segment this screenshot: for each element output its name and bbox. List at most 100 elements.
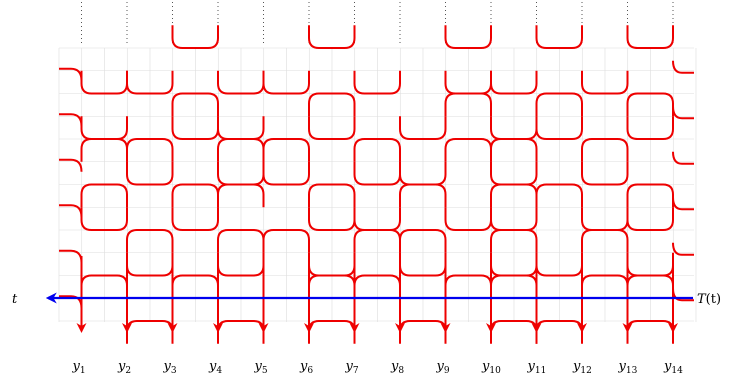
cap-curve [217,229,265,253]
cup-curve [80,116,128,140]
output-label-subscript: 8 [398,366,404,376]
output-label-subscript: 9 [444,366,450,376]
cup-curve [535,25,583,49]
output-label: y3 [163,359,177,376]
cap-curve [399,229,447,253]
cup-curve [308,25,356,49]
cup-curve [126,70,174,95]
cap-curve [126,229,174,253]
output-label-letter: y [208,359,217,374]
cup-curve [171,116,219,140]
cap-curve [581,138,629,162]
cup-curve [308,207,356,231]
cup-curve [217,161,265,186]
output-label: y10 [481,359,501,376]
output-label: y11 [527,359,547,376]
cap-curve [626,320,674,344]
cap-curve [126,138,174,162]
cap-curve [308,92,356,117]
cap-curve [308,320,356,344]
output-label-letter: y [72,359,81,374]
cap-curve [626,92,674,117]
output-label-subscript: 2 [125,366,131,376]
right-edge-hook [672,60,694,74]
cup-curve [353,70,401,95]
output-label: y9 [436,359,450,376]
cap-curve [171,183,219,208]
cup-curve [581,161,629,186]
cup-curve [171,25,219,49]
cup-curve [535,116,583,140]
cup-curve [626,207,674,231]
cup-curve [171,207,219,231]
cup-curve [444,70,492,95]
cap-curve [171,92,219,117]
output-label: y13 [618,359,638,376]
cup-curve [490,116,538,140]
cup-curve [581,207,629,231]
output-label-subscript: 4 [216,366,222,376]
output-label-subscript: 6 [307,366,313,376]
cup-curve [217,70,265,95]
cup-curve [80,207,128,231]
cup-curve [626,25,674,49]
output-label-letter: y [481,359,490,374]
cup-curve [262,161,310,186]
cap-curve [353,138,401,162]
cap-curve [490,320,538,344]
cup-curve [80,70,128,95]
output-label: y12 [572,359,592,376]
output-label: y2 [117,359,131,376]
output-label-letter: y [527,359,536,374]
cap-curve [535,320,583,344]
output-label-subscript: 7 [353,366,359,376]
transform-label-main: T [697,292,707,307]
output-label-subscript: 10 [489,366,501,376]
output-label: y4 [208,359,222,376]
cup-curve [353,207,401,231]
cup-curve [444,207,492,231]
output-label: y5 [254,359,268,376]
cup-curve [353,161,401,186]
left-edge-hook [59,158,83,172]
output-label-subscript: 3 [171,366,177,376]
cup-curve [399,116,447,140]
output-labels: y1 y2 y3 y4 y5 y6 y7 y8 y9 y10 y11 y12 y13 y14 [72,359,684,376]
cap-curve [535,92,583,117]
output-label-subscript: 12 [580,366,591,376]
output-label-letter: y [299,359,308,374]
right-edge-hook [672,151,694,165]
output-label-letter: y [163,359,172,374]
cup-curve [626,116,674,140]
cup-curve [490,70,538,95]
output-label-subscript: 5 [262,366,268,376]
right-edge-hook [672,106,694,120]
cap-curve [80,183,128,208]
output-label-letter: y [663,359,672,374]
output-label: y1 [72,359,86,376]
output-label: y6 [299,359,313,376]
output-label-letter: y [345,359,354,374]
cup-curve [308,116,356,140]
output-label-letter: y [117,359,126,374]
cap-curve [262,138,310,162]
output-label-letter: y [254,359,263,374]
output-label-letter: y [572,359,581,374]
right-edge-hook [672,242,694,256]
cap-curve [444,138,492,162]
output-label: y8 [390,359,404,376]
cup-curve [262,70,310,95]
cap-curve [535,183,583,208]
transform-label: T(t) [697,292,721,307]
transform-label-paren: (t) [706,292,721,307]
red-loop-curves [59,25,694,344]
output-label-subscript: 1 [80,366,86,376]
cap-curve [399,320,447,344]
output-label-subscript: 14 [671,366,683,376]
cup-curve [126,161,174,186]
cup-curve [581,70,629,95]
output-label: y14 [663,359,683,376]
output-label-letter: y [390,359,399,374]
dotted-continuation-lines [81,2,674,46]
